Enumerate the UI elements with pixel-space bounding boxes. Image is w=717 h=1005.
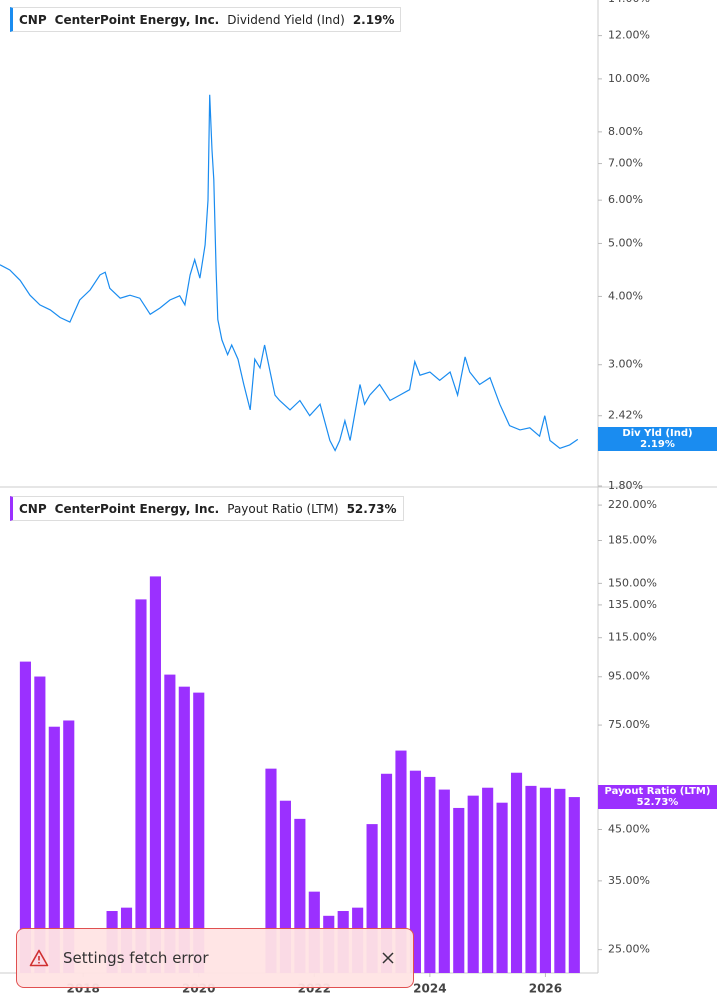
bar — [467, 795, 479, 973]
y-tick-label: 3.00% — [608, 358, 643, 371]
bar — [19, 661, 31, 973]
bar — [149, 576, 161, 973]
company: CenterPoint Energy, Inc. — [54, 12, 220, 27]
current-tag: Payout Ratio (LTM) 52.73% — [598, 785, 717, 810]
ticker: CNP — [19, 501, 47, 516]
bar — [525, 785, 537, 973]
bar — [366, 824, 378, 973]
current-tag: Div Yld (Ind) 2.19% — [598, 427, 717, 452]
warning-icon — [29, 949, 49, 967]
bar — [294, 818, 306, 973]
y-tick-label: 150.00% — [608, 576, 657, 589]
bar — [265, 768, 277, 973]
tag-label: Div Yld (Ind) — [622, 428, 693, 440]
close-button[interactable] — [381, 951, 395, 965]
metric: Payout Ratio (LTM) — [227, 501, 339, 516]
tag-value: 52.73% — [636, 797, 679, 809]
y-tick-label: 6.00% — [608, 193, 643, 206]
bar — [135, 599, 147, 973]
metric: Dividend Yield (Ind) — [227, 12, 345, 27]
legend: CNP CenterPoint Energy, Inc. Dividend Yi… — [10, 7, 402, 32]
legend-value: 52.73% — [346, 501, 397, 516]
ticker: CNP — [19, 12, 47, 27]
y-tick-label: 4.00% — [608, 289, 643, 302]
y-tick-label: 10.00% — [608, 72, 650, 85]
bar — [453, 807, 465, 973]
bar — [48, 726, 60, 973]
line — [0, 94, 579, 452]
y-tick-label: 95.00% — [608, 670, 650, 683]
bar — [568, 797, 580, 973]
bar — [539, 787, 551, 973]
company: CenterPoint Energy, Inc. — [54, 501, 220, 516]
y-tick-label: 5.00% — [608, 236, 643, 249]
tag-value: 2.19% — [640, 439, 675, 451]
bar — [424, 776, 436, 973]
y-tick-label: 220.00% — [608, 498, 657, 511]
y-tick-label: 12.00% — [608, 29, 650, 42]
bar — [380, 773, 393, 973]
legend-value: 2.19% — [352, 12, 395, 27]
tag-label: Payout Ratio (LTM) — [604, 786, 711, 798]
bar — [34, 676, 46, 973]
x-tick-label: 2026 — [529, 982, 562, 996]
bar — [193, 692, 205, 973]
y-tick-label: 14.00% — [608, 0, 650, 5]
y-tick-label: 45.00% — [608, 822, 650, 835]
bar — [496, 802, 508, 973]
y-tick-label: 75.00% — [608, 718, 650, 731]
y-tick-label: 135.00% — [608, 598, 657, 611]
bar — [164, 674, 176, 973]
bar — [178, 686, 190, 973]
y-tick-label: 2.42% — [608, 409, 643, 422]
y-tick-label: 1.80% — [608, 479, 643, 492]
bar — [482, 787, 494, 973]
y-tick-label: 115.00% — [608, 631, 657, 644]
bar — [279, 800, 291, 973]
bar — [395, 750, 407, 973]
bar — [554, 788, 566, 973]
toast-message: Settings fetch error — [63, 949, 209, 967]
bar — [409, 770, 421, 973]
y-tick-label: 25.00% — [608, 943, 650, 956]
toast: Settings fetch error — [16, 928, 414, 988]
y-tick-label: 35.00% — [608, 874, 650, 887]
y-tick-label: 8.00% — [608, 125, 643, 138]
bar — [510, 772, 523, 973]
bar — [63, 720, 75, 973]
legend: CNP CenterPoint Energy, Inc. Payout Rati… — [10, 496, 404, 521]
y-tick-label: 7.00% — [608, 157, 643, 170]
bar — [438, 789, 450, 973]
x-tick-label: 2024 — [413, 982, 446, 996]
y-tick-label: 185.00% — [608, 534, 657, 547]
